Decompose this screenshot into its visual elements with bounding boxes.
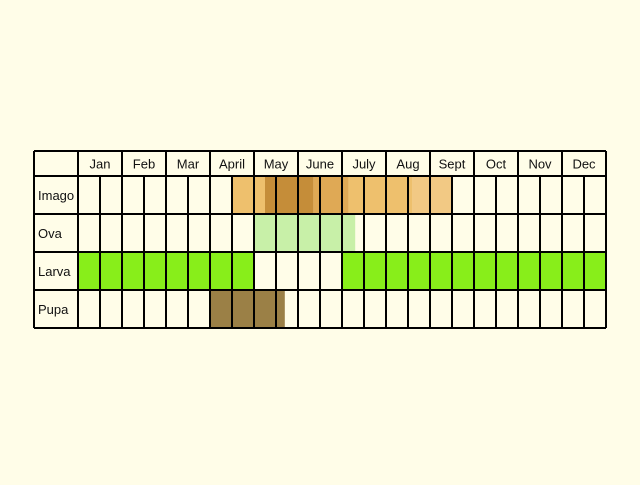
month-label: Sept xyxy=(439,157,466,172)
span-imago-2 xyxy=(313,176,349,214)
span-ova-0 xyxy=(254,214,356,252)
month-label: Feb xyxy=(133,157,155,172)
span-imago-0 xyxy=(232,176,265,214)
row-label-ova: Ova xyxy=(38,226,63,241)
month-label: Nov xyxy=(528,157,552,172)
row-label-larva: Larva xyxy=(38,264,71,279)
month-label: Mar xyxy=(177,157,200,172)
span-pupa-0 xyxy=(210,290,285,328)
row-label-pupa: Pupa xyxy=(38,302,69,317)
month-label: Oct xyxy=(486,157,507,172)
month-label: May xyxy=(264,157,289,172)
month-label: Jan xyxy=(90,157,111,172)
span-imago-3 xyxy=(348,176,413,214)
month-label: Dec xyxy=(572,157,596,172)
month-label: April xyxy=(219,157,245,172)
span-imago-1 xyxy=(265,176,314,214)
row-label-imago: Imago xyxy=(38,188,74,203)
month-label: Aug xyxy=(396,157,419,172)
month-label: July xyxy=(352,157,376,172)
span-imago-4 xyxy=(412,176,452,214)
month-label: June xyxy=(306,157,334,172)
